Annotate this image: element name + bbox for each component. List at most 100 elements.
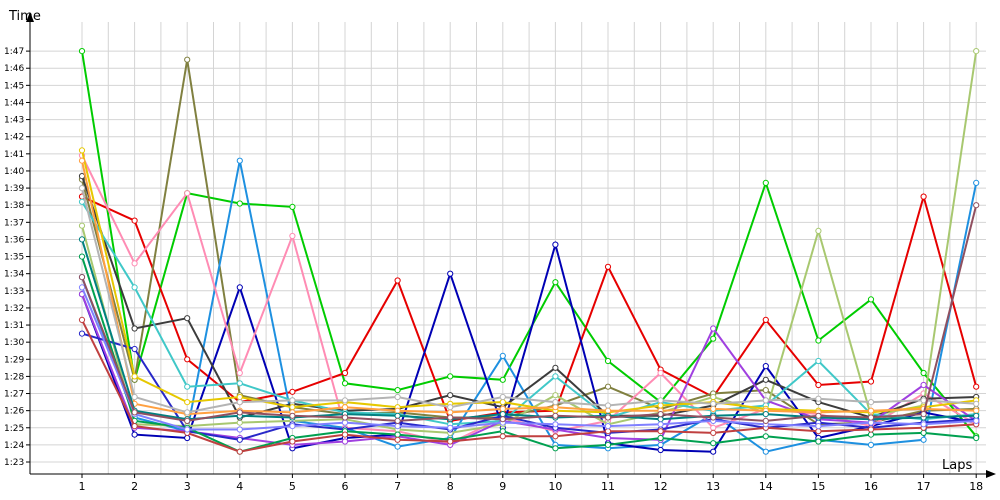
data-point <box>499 433 506 440</box>
data-point <box>236 419 243 426</box>
data-point <box>657 411 664 418</box>
data-point <box>236 409 243 416</box>
data-point <box>184 56 191 63</box>
data-point <box>867 407 875 414</box>
x-tick-label: 9 <box>499 480 506 493</box>
data-point <box>657 402 664 409</box>
data-point <box>394 417 401 424</box>
data-point <box>184 426 191 433</box>
data-point <box>499 352 506 359</box>
data-point <box>394 393 401 401</box>
data-point <box>920 193 927 200</box>
data-point <box>920 429 927 436</box>
x-tick-label: 16 <box>864 480 878 493</box>
data-point <box>552 433 559 440</box>
data-point <box>236 380 243 387</box>
data-point <box>236 393 243 401</box>
data-point <box>604 383 612 390</box>
data-point <box>499 411 506 418</box>
data-point <box>289 232 296 240</box>
data-point <box>710 448 717 455</box>
data-point <box>867 419 875 426</box>
data-point <box>710 440 717 447</box>
data-point <box>447 438 454 445</box>
data-point <box>78 253 86 260</box>
data-point <box>867 399 875 406</box>
data-point <box>341 404 349 411</box>
series-line <box>81 150 977 414</box>
data-point <box>604 402 612 409</box>
series-line <box>81 240 977 453</box>
data-point <box>973 179 980 186</box>
data-point <box>236 369 243 377</box>
data-point <box>552 373 559 380</box>
data-point <box>131 325 138 332</box>
series-line <box>81 160 977 416</box>
y-tick-label: 1:39 <box>4 184 24 194</box>
series-line <box>81 332 977 441</box>
data-point <box>289 423 296 430</box>
series-17 <box>78 316 980 455</box>
y-tick-label: 1:33 <box>4 287 24 297</box>
y-tick-label: 1:36 <box>4 235 24 245</box>
x-tick-label: 3 <box>184 480 191 493</box>
series-line <box>81 175 977 419</box>
y-tick-label: 1:23 <box>4 458 24 468</box>
data-point <box>394 423 401 430</box>
y-axis-arrow <box>26 12 34 22</box>
data-point <box>867 426 875 433</box>
data-point <box>657 441 664 448</box>
data-point <box>604 441 612 448</box>
data-point <box>973 434 980 442</box>
x-tick-label: 15 <box>811 480 825 493</box>
data-point <box>920 381 927 389</box>
data-point <box>552 392 559 399</box>
data-point <box>341 431 349 438</box>
y-tick-label: 1:37 <box>4 218 24 228</box>
data-point <box>604 414 612 421</box>
data-point <box>710 424 717 431</box>
x-axis-title: Laps <box>942 458 972 473</box>
data-point <box>289 404 296 411</box>
data-point <box>131 423 138 430</box>
series-19 <box>78 202 980 424</box>
data-point <box>920 436 927 443</box>
data-point <box>973 417 980 424</box>
data-point <box>499 405 506 412</box>
data-point <box>341 438 349 445</box>
y-tick-label: 1:34 <box>4 270 24 280</box>
data-point <box>184 399 191 406</box>
y-tick-label: 1:31 <box>4 321 24 331</box>
data-point <box>289 438 296 445</box>
data-point <box>815 423 822 430</box>
data-point <box>184 315 191 322</box>
series-18 <box>78 284 980 433</box>
data-point <box>867 414 875 421</box>
data-point <box>236 157 243 164</box>
data-point <box>131 431 138 438</box>
data-point <box>867 378 875 385</box>
data-point <box>762 387 769 394</box>
data-point <box>394 387 401 394</box>
data-point <box>394 431 401 438</box>
data-point <box>552 399 559 406</box>
data-point <box>657 397 664 404</box>
data-point <box>604 434 612 442</box>
x-tick-label: 4 <box>236 480 243 493</box>
data-point <box>394 277 401 284</box>
data-point <box>499 428 506 435</box>
data-point <box>289 412 296 419</box>
data-point <box>131 284 138 291</box>
data-point <box>447 270 454 277</box>
data-point <box>815 412 822 419</box>
data-point <box>499 376 506 383</box>
y-tick-label: 1:30 <box>4 338 24 348</box>
series <box>78 48 980 455</box>
data-point <box>236 200 243 207</box>
data-point <box>973 412 980 419</box>
x-tick-label: 14 <box>759 480 773 493</box>
data-point <box>657 416 664 423</box>
data-point <box>815 395 822 402</box>
y-tick-label: 1:38 <box>4 201 24 211</box>
